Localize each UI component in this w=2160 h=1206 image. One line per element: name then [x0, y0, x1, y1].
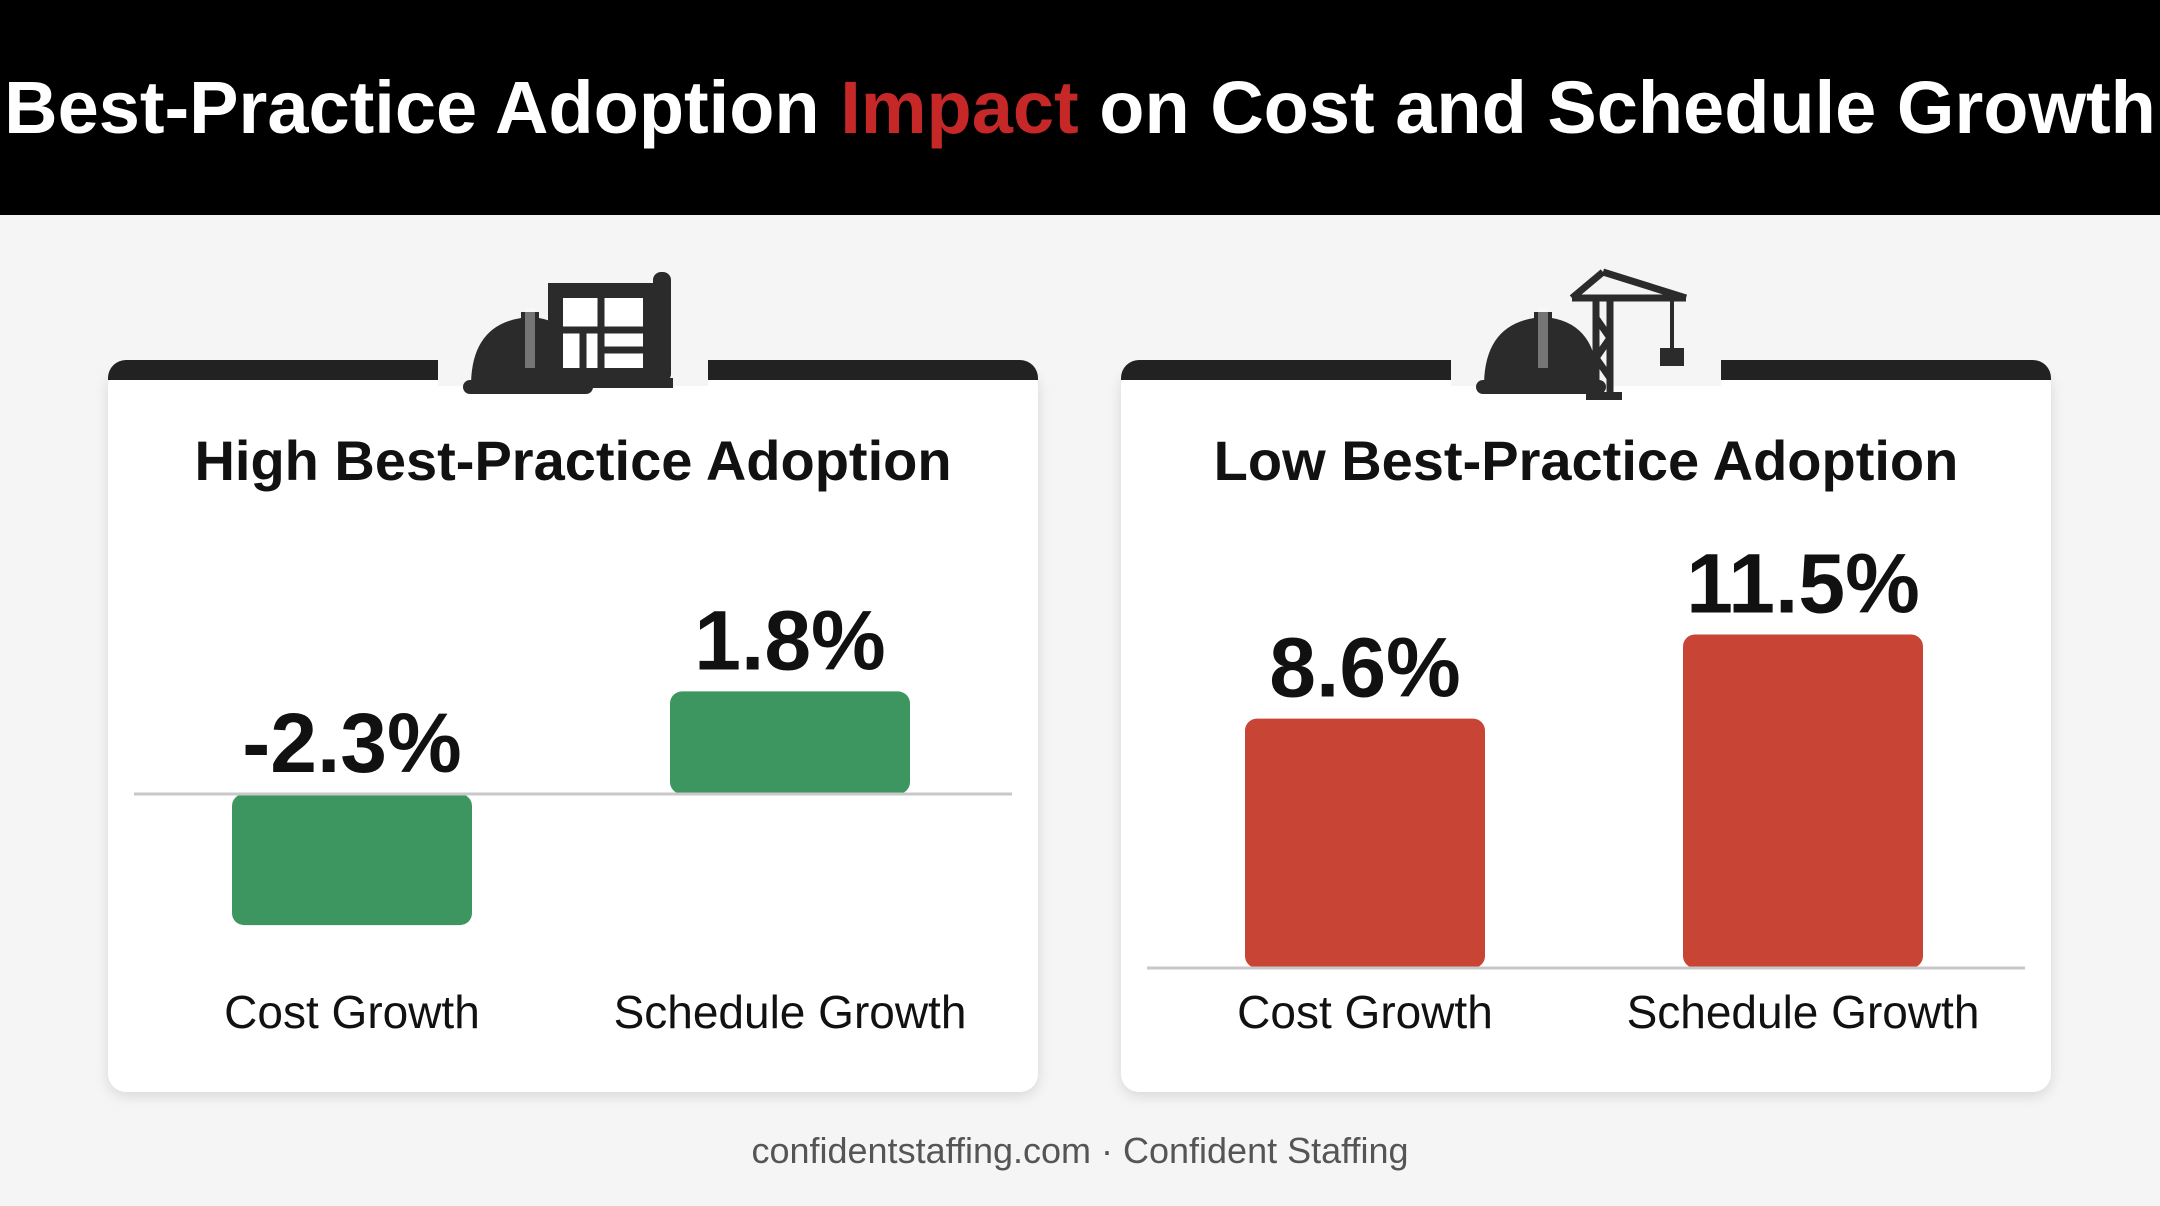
blueprint-icon — [548, 272, 673, 388]
value-label: 11.5% — [1686, 537, 1920, 631]
footer-credit: confidentstaffing.com · Confident Staffi… — [751, 1130, 1409, 1171]
category-label: Cost Growth — [1237, 986, 1493, 1038]
header-banner: Best-Practice Adoption Impact on Cost an… — [0, 0, 2160, 215]
panel-title: Low Best-Practice Adoption — [1213, 429, 1959, 492]
bar-cost-growth — [232, 794, 472, 926]
category-label: Schedule Growth — [1627, 986, 1980, 1038]
high-adoption-chart: -2.3% Cost Growth 1.8% Schedule Growth — [134, 593, 1012, 1038]
panel-icons — [463, 268, 683, 408]
low-adoption-panel: Low Best-Practice Adoption 8.6% Cost Grow… — [1121, 268, 2051, 1092]
panel-title: High Best-Practice Adoption — [194, 429, 952, 492]
title-part-2: on Cost and Schedule Growth — [1078, 66, 2156, 149]
bar-schedule-growth — [670, 691, 910, 794]
title-accent: Impact — [840, 66, 1079, 149]
panel-icons — [1476, 268, 1696, 408]
low-adoption-chart: 8.6% Cost Growth 11.5% Schedule Growth — [1147, 537, 2025, 1038]
value-label: 1.8% — [694, 593, 885, 687]
high-adoption-panel: High Best-Practice Adoption -2.3% Cost Gr… — [108, 272, 1038, 1092]
title-part-1: Best-Practice Adoption — [4, 66, 841, 149]
value-label: 8.6% — [1269, 621, 1460, 715]
category-label: Cost Growth — [224, 986, 480, 1038]
crane-icon — [1569, 268, 1688, 400]
category-label: Schedule Growth — [614, 986, 967, 1038]
page-title: Best-Practice Adoption Impact on Cost an… — [4, 65, 2156, 150]
bar-cost-growth — [1245, 718, 1485, 968]
hard-hat-icon — [1476, 308, 1606, 394]
value-label: -2.3% — [242, 696, 461, 790]
bar-schedule-growth — [1683, 634, 1923, 968]
